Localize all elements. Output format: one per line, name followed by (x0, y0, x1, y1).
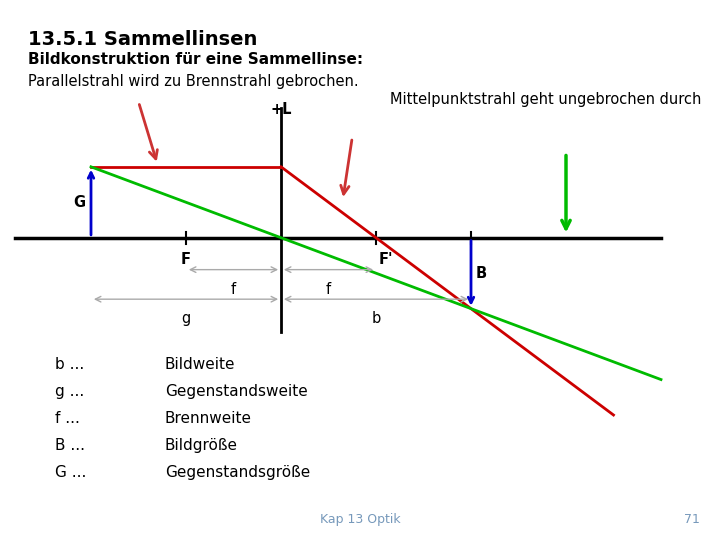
Text: Parallelstrahl wird zu Brennstrahl gebrochen.: Parallelstrahl wird zu Brennstrahl gebro… (28, 74, 359, 89)
Text: Gegenstandsgröße: Gegenstandsgröße (165, 465, 310, 480)
Text: b ...: b ... (55, 357, 84, 372)
Text: Mittelpunktstrahl geht ungebrochen durch: Mittelpunktstrahl geht ungebrochen durch (390, 92, 701, 107)
Text: G: G (73, 195, 85, 210)
Text: f: f (326, 282, 331, 296)
Text: F': F' (379, 252, 394, 267)
Text: G ...: G ... (55, 465, 86, 480)
Text: g ...: g ... (55, 384, 84, 399)
Text: Brennweite: Brennweite (165, 411, 252, 426)
Text: +L: +L (270, 102, 292, 117)
Text: Bildkonstruktion für eine Sammellinse:: Bildkonstruktion für eine Sammellinse: (28, 52, 363, 67)
Text: f: f (231, 282, 236, 296)
Text: 13.5.1 Sammellinsen: 13.5.1 Sammellinsen (28, 30, 257, 49)
Text: 71: 71 (684, 513, 700, 526)
Text: g: g (181, 311, 191, 326)
Text: f ...: f ... (55, 411, 80, 426)
Text: Bildgröße: Bildgröße (165, 438, 238, 453)
Text: B: B (476, 266, 487, 281)
Text: Kap 13 Optik: Kap 13 Optik (320, 513, 400, 526)
Text: Gegenstandsweite: Gegenstandsweite (165, 384, 307, 399)
Text: b: b (372, 311, 381, 326)
Text: F: F (181, 252, 191, 267)
Text: Bildweite: Bildweite (165, 357, 235, 372)
Text: B ...: B ... (55, 438, 85, 453)
